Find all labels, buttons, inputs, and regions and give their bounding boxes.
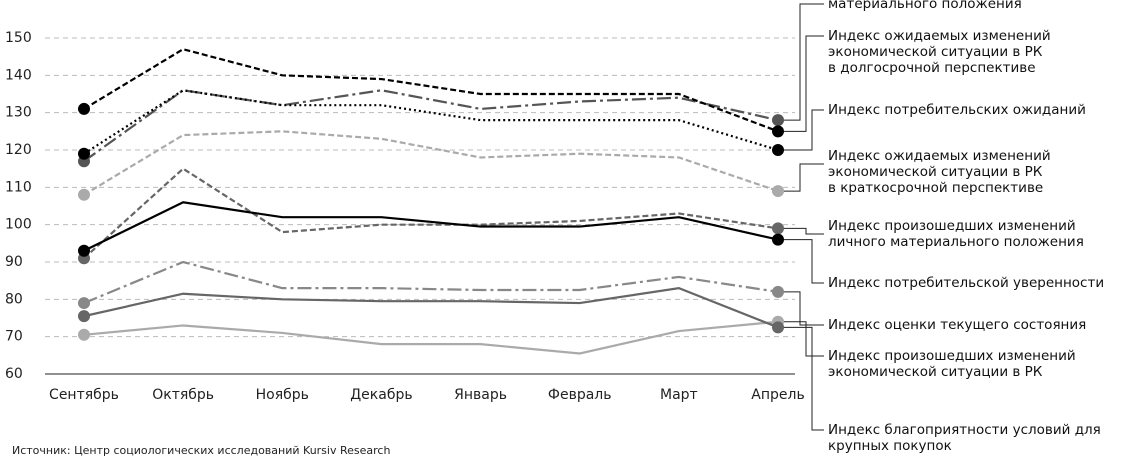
x-tick-label: Сентябрь [49,387,119,403]
point [772,185,784,198]
y-tick-label: 80 [5,291,23,307]
series-line [83,287,779,329]
x-tick-label: Декабрь [350,387,412,403]
legend-entry: Индекс оценки текущего состояния [828,317,1087,333]
x-tick-label: Ноябрь [256,387,309,403]
legend-entry: Индекс ожидаемых изменений экономической… [828,28,1051,76]
leader-line [778,35,824,132]
x-tick-label: Февраль [548,387,612,403]
point [78,328,90,341]
y-tick-label: 70 [5,329,23,345]
y-tick-label: 100 [5,217,32,233]
point [772,114,784,127]
y-tick-label: 120 [5,142,32,158]
point [78,147,90,160]
leader-line [778,3,824,121]
point [78,310,90,323]
x-tick-label: Октябрь [152,387,214,403]
y-tick-label: 140 [5,67,32,83]
legend-entry: Индекс ожидаемых изменений экономической… [828,148,1051,196]
y-tick-label: 130 [5,105,32,121]
x-tick-label: Март [660,387,698,403]
series-line [83,167,779,260]
point [78,244,90,257]
series-line [83,89,779,163]
point [772,125,784,138]
x-tick-label: Январь [454,387,507,403]
legend-entry: Индекс произошедших изменений экономичес… [828,348,1076,380]
point [772,233,784,246]
x-tick-label: Апрель [751,387,804,403]
y-tick-label: 150 [5,30,32,46]
leader-line [778,321,824,357]
legend-entry: Индекс благоприятности условий для крупн… [828,422,1101,454]
leader-line [778,326,824,431]
point [772,285,784,298]
point [78,188,90,201]
point [78,297,90,310]
legend-entry: Индекс потребительской уверенности [828,275,1105,291]
y-tick-label: 60 [5,366,23,382]
leader-line [778,291,824,326]
legend-entry: Индекс потребительских ожиданий [828,102,1086,118]
leader-line [778,163,824,192]
point [772,321,784,334]
legend-entry: Индекс произошедших изменений личного ма… [828,218,1084,250]
point [772,144,784,156]
y-tick-label: 110 [5,179,32,195]
series-line [83,130,779,196]
point [78,102,90,115]
leader-line [778,239,824,284]
series-line [83,201,779,252]
series-line [83,320,779,355]
source: Источник: Центр социологических исследов… [12,444,391,457]
leader-line [778,227,824,235]
point [772,222,784,235]
series-line [83,260,779,305]
y-tick-label: 90 [5,254,23,270]
legend-entry: материального положения [828,0,1022,12]
series-line [83,48,779,133]
series-line [83,89,779,155]
leader-line [778,109,824,151]
